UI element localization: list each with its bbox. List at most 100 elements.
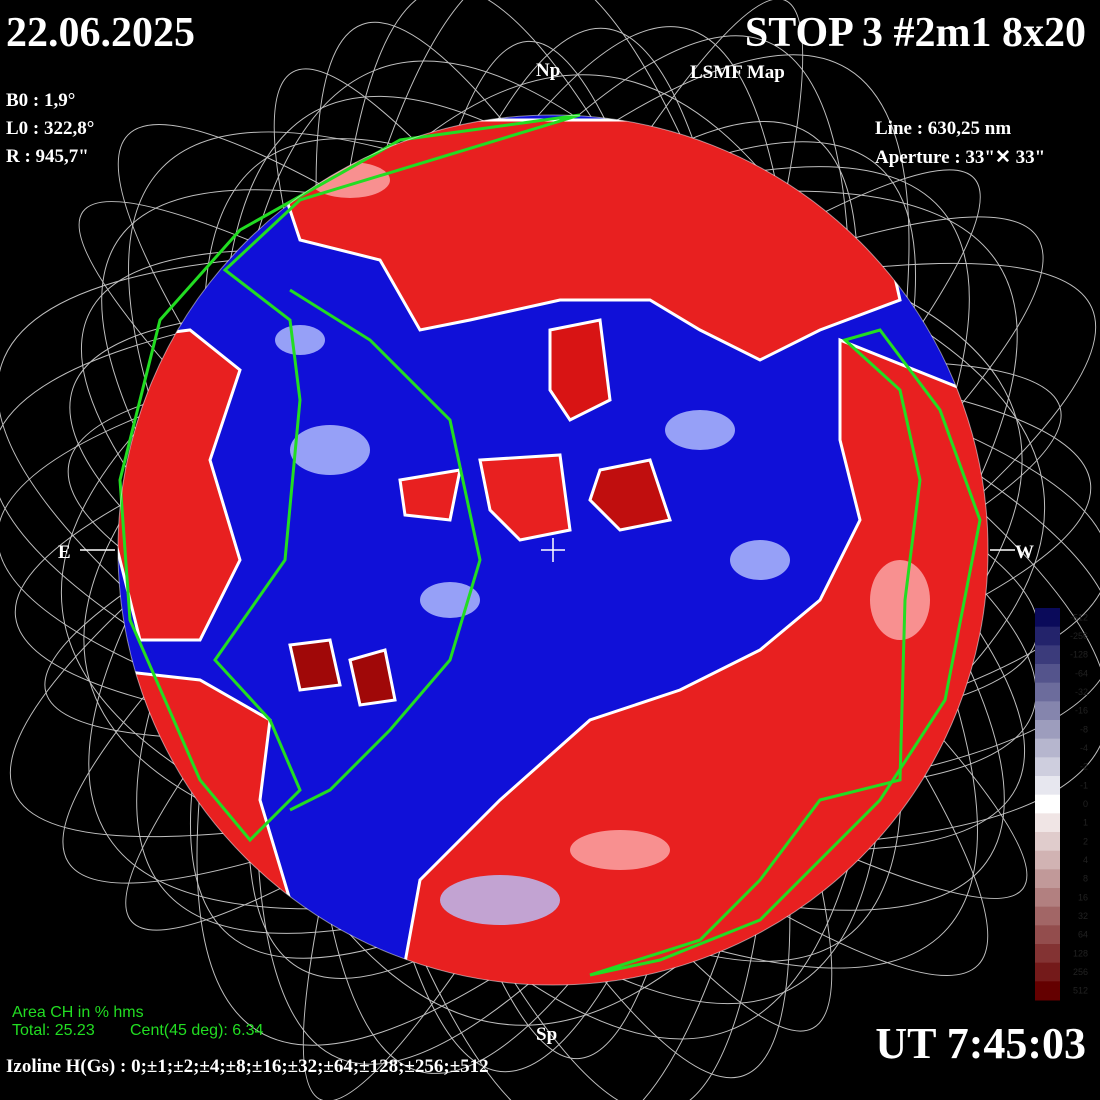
colorbar-band xyxy=(1035,944,1060,964)
field-line xyxy=(329,917,573,1074)
field-line xyxy=(0,331,183,628)
colorbar-band xyxy=(1035,626,1060,646)
colorbar-band xyxy=(1035,682,1060,702)
field-line xyxy=(960,435,1100,687)
field-line xyxy=(69,321,189,512)
field-line xyxy=(685,121,858,246)
field-line xyxy=(498,969,650,1060)
colorbar-label: 2 xyxy=(1083,836,1088,846)
field-line xyxy=(820,169,981,327)
field-line xyxy=(136,704,350,934)
colorbar-label: -8 xyxy=(1080,724,1088,734)
colorbar-label: 4 xyxy=(1083,855,1088,865)
colorbar-label: 512 xyxy=(1073,986,1088,996)
field-line xyxy=(348,0,595,172)
colorbar-label: -512 xyxy=(1070,612,1088,622)
time: UT 7:45:03 xyxy=(875,1019,1086,1068)
field-line xyxy=(955,398,1092,599)
izoline: Izoline H(Gs) : 0;±1;±2;±4;±8;±16;±32;±6… xyxy=(6,1056,489,1077)
field-line xyxy=(128,131,393,400)
field-line xyxy=(533,26,777,183)
west: W xyxy=(1015,542,1034,563)
colorbar-band xyxy=(1035,869,1060,889)
colorbar-label: 32 xyxy=(1078,911,1088,921)
east: E xyxy=(58,542,71,563)
field-line xyxy=(876,262,1096,496)
field-line xyxy=(789,190,1018,483)
field-line xyxy=(861,626,1025,850)
field-line xyxy=(315,21,505,192)
colorbar-label: 64 xyxy=(1078,930,1088,940)
field-line xyxy=(917,588,1037,779)
field-line xyxy=(44,592,166,738)
field-line xyxy=(60,426,185,771)
field-line xyxy=(189,784,385,959)
field-line xyxy=(870,511,1100,841)
field-line xyxy=(523,860,851,1040)
field-line xyxy=(117,124,325,330)
field-line xyxy=(511,928,758,1100)
field-line xyxy=(101,189,314,436)
markers xyxy=(80,538,1015,562)
colorbar-label: -128 xyxy=(1070,650,1088,660)
field-line xyxy=(383,0,684,155)
colorbar-label: 1 xyxy=(1083,818,1088,828)
coronal-hole-contours xyxy=(118,113,982,977)
field-line xyxy=(257,863,535,1065)
colorbar-band xyxy=(1035,757,1060,777)
field-line xyxy=(456,40,608,131)
north: Np xyxy=(536,60,560,81)
colorbar-band xyxy=(1035,981,1060,1001)
field-line xyxy=(273,68,417,214)
colorbar-band xyxy=(1035,720,1060,740)
field-line xyxy=(255,60,583,240)
colorbar-label: 16 xyxy=(1078,892,1088,902)
field-line xyxy=(900,296,1023,586)
colorbar-band xyxy=(1035,664,1060,684)
field-line xyxy=(204,138,405,298)
field-line xyxy=(610,54,910,306)
subtitle: LSMF Map xyxy=(690,62,785,83)
field-line xyxy=(81,250,245,474)
colorbar-band xyxy=(1035,962,1060,982)
colorbar-label: -64 xyxy=(1075,668,1088,678)
line: Line : 630,25 nm xyxy=(875,118,1011,139)
colorbar-label: -1 xyxy=(1080,780,1088,790)
colorbar-band xyxy=(1035,888,1060,908)
field-line xyxy=(713,700,978,969)
colorbar-label: 8 xyxy=(1083,874,1088,884)
field-line xyxy=(196,794,496,1046)
field-line xyxy=(756,166,970,396)
colorbar-band xyxy=(1035,701,1060,721)
colorbar-band xyxy=(1035,850,1060,870)
field-line xyxy=(721,141,917,316)
colorbar-band xyxy=(1035,832,1060,852)
field-line xyxy=(83,514,206,804)
field-line xyxy=(923,472,1100,769)
date: 22.06.2025 xyxy=(6,10,195,56)
field-line xyxy=(62,692,256,884)
colorbar-label: -4 xyxy=(1080,743,1088,753)
colorbar-label: -16 xyxy=(1075,706,1088,716)
colorbar-band xyxy=(1035,925,1060,945)
colorbar-band xyxy=(1035,813,1060,833)
field-line xyxy=(67,402,150,551)
field-line xyxy=(422,945,723,1100)
colorbar-label: -2 xyxy=(1080,762,1088,772)
south: Sp xyxy=(536,1024,557,1045)
colorbar-band xyxy=(1035,738,1060,758)
field-line xyxy=(340,923,687,1026)
field-line xyxy=(0,259,236,589)
ch-total: Total: 25.23 xyxy=(12,1022,95,1039)
field-line xyxy=(613,832,878,1005)
field-line xyxy=(701,802,902,962)
field-line xyxy=(850,216,1044,408)
field-line xyxy=(411,955,612,1072)
colorbar-label: 0 xyxy=(1083,799,1088,809)
colorbar-label: 256 xyxy=(1073,967,1088,977)
field-line xyxy=(78,201,254,364)
field-line xyxy=(494,28,695,145)
field-line xyxy=(792,664,1005,911)
